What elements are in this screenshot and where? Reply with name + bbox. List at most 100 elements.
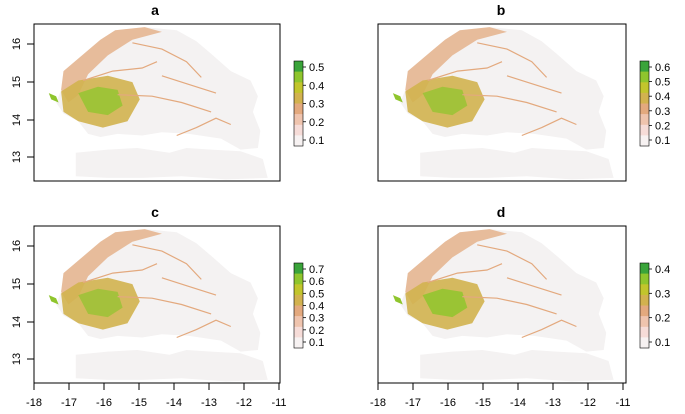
x-tick: -11 [615,383,631,409]
river-line [477,42,548,78]
panel-d: d -18 -17 -16 -15 -14 -13 -12 -11 0.4 0.3… [370,204,670,409]
legend-swatch [640,321,649,328]
legend-swatch [640,263,649,269]
panel-title-d: d [497,204,506,220]
y-tick-label: 16 [11,38,23,50]
legend-b: 0.6 0.5 0.4 0.3 0.2 0.1 [639,60,670,147]
legend-swatch [640,135,649,142]
legend-swatch [640,76,649,83]
x-tick-label: -12 [236,397,252,409]
map-area-b [392,27,614,180]
x-axis-c: -18 -17 -16 -15 -14 -13 -12 -11 [26,383,287,409]
x-tick-label: -14 [166,397,182,409]
legend-tick-label: 0.6 [309,276,324,288]
legend-tick-label: 0.4 [655,264,670,276]
river-line [427,263,503,284]
legend-tick-label: 0.7 [309,264,324,276]
y-tick-15: 15 [11,278,34,290]
legend-swatch [640,66,649,72]
legend-d: 0.4 0.3 0.2 0.1 [639,262,670,349]
legend-c: 0.70.60.50.40.30.20.1 [293,262,324,349]
legend-swatch [294,124,303,131]
legend-tick-label: 0.4 [655,91,670,103]
legend-swatch [640,337,649,344]
plot-frame-d [377,225,627,384]
legend-swatch [294,66,303,72]
legend-swatch [294,114,303,120]
river-line [83,61,158,82]
y-tick-label: 14 [11,316,23,328]
legend-tick-label: 0.3 [655,288,670,300]
high-value-zone [422,288,468,318]
peninsula-zone [392,93,403,103]
legend-swatch [640,119,649,126]
legend-tick-label: 0.4 [309,80,324,92]
legend-swatch [640,289,649,296]
y-tick-15: 15 [11,76,34,88]
y-tick-label: 13 [11,353,23,365]
legend-swatch [294,71,303,78]
river-gap-shape [80,133,192,147]
river-gap-shape [425,335,537,349]
y-axis-c: 16 15 14 13 [11,240,34,365]
x-tick: -11 [271,383,287,409]
x-tick-label: -11 [271,397,286,409]
y-tick-14: 14 [11,114,34,126]
legend-swatch [294,337,303,344]
y-tick-13: 13 [11,353,34,365]
high-value-zone [78,288,123,318]
x-tick: -14 [510,383,526,409]
peninsula-zone [48,93,59,103]
legend-swatch [640,316,649,322]
river-line [506,75,562,94]
legend-tick-label: 0.1 [655,337,670,349]
x-tick-label: -18 [370,397,386,409]
x-tick: -16 [440,383,456,409]
river-line [506,277,562,296]
legend-tick-label: 0.3 [655,106,670,118]
map-area-c [48,229,268,382]
plot-frame-c [33,225,281,384]
river-line [176,117,232,137]
legend-swatch [640,284,649,290]
river-line [521,319,577,339]
x-tick-label: -17 [405,397,421,409]
legend-swatch [640,273,649,280]
x-tick: -17 [61,383,77,409]
legend-bar-frame [639,60,650,147]
legend-a: 0.5 0.4 0.3 0.2 0.1 [293,60,324,147]
x-tick-label: -13 [201,397,217,409]
legend-swatch [640,140,649,147]
x-tick: -15 [475,383,491,409]
y-tick-label: 16 [11,240,23,252]
southern-region-shape [420,350,614,382]
legend-tick-label: 0.3 [309,99,324,111]
legend-tick-label: 0.5 [309,288,324,300]
x-tick: -18 [370,383,386,409]
river-line [117,94,212,113]
x-tick: -15 [131,383,147,409]
legend-tick-label: 0.2 [655,120,670,132]
plot-frame-a [33,23,281,182]
legend-swatch [640,124,649,131]
legend-swatch [294,263,303,269]
x-tick-label: -15 [475,397,491,409]
map-area-d [392,229,614,382]
plot-frame-b [377,23,627,182]
peninsula-zone [48,295,59,305]
legend-swatch [294,294,303,301]
river-gap-shape [425,133,537,147]
panel-b: b 0.6 0.5 0.4 0.3 0.2 0.1 [377,2,670,182]
x-tick-label: -18 [26,397,42,409]
x-tick: -17 [405,383,421,409]
river-line [132,244,202,280]
x-tick: -14 [166,383,182,409]
legend-swatch [294,278,303,285]
y-tick-label: 14 [11,114,23,126]
legend-swatch [640,61,649,67]
river-line [117,296,212,315]
y-tick-13: 13 [11,151,34,163]
legend-swatch [294,300,303,306]
legend-swatch [640,87,649,94]
legend-swatch [294,268,303,274]
